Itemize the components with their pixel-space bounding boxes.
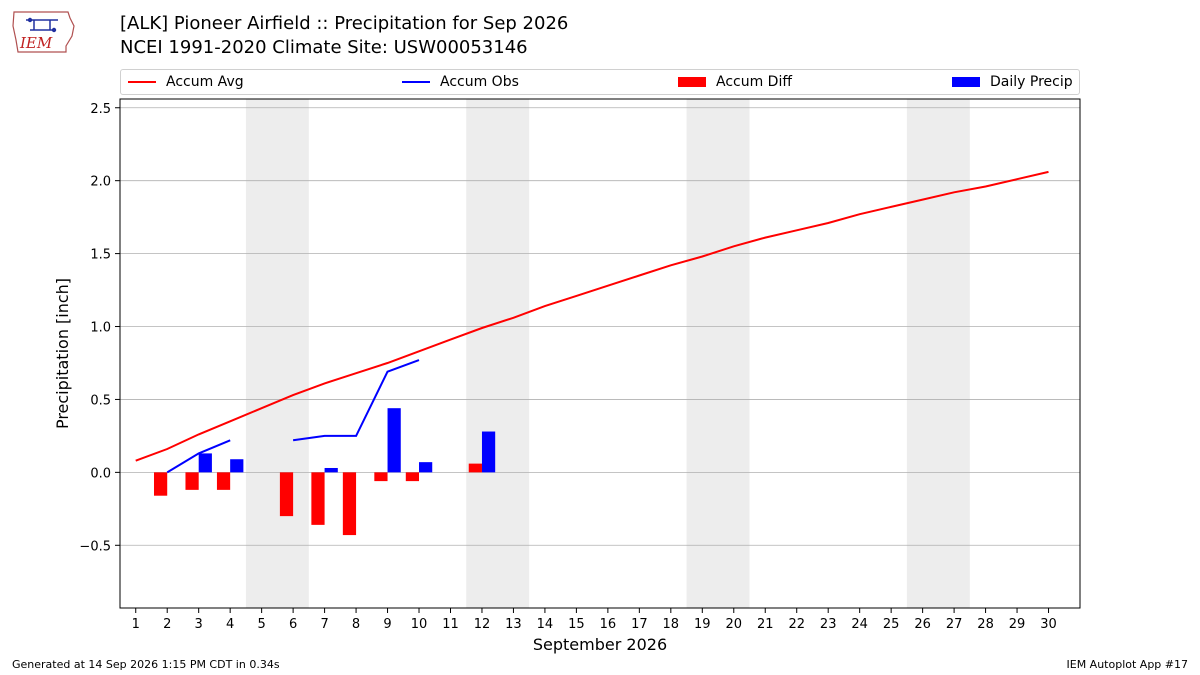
y-tick-label: 2.0 (90, 175, 111, 190)
app-label: IEM Autoplot App #17 (1066, 658, 1189, 671)
x-tick-label: 29 (1009, 617, 1026, 632)
x-tick-label: 28 (977, 617, 994, 632)
accum-diff-bar (279, 472, 294, 517)
x-tick-label: 27 (946, 617, 963, 632)
x-tick-label: 16 (600, 617, 617, 632)
legend-item-accum-diff: Accum Diff (678, 70, 792, 94)
y-tick-label: 0.0 (90, 466, 111, 481)
legend-swatch-accum-avg (128, 81, 156, 83)
legend-label-daily-precip: Daily Precip (990, 74, 1073, 90)
legend-swatch-daily-precip (952, 77, 980, 87)
x-tick-label: 18 (663, 617, 680, 632)
weekend-shade (245, 99, 309, 608)
iem-logo: IEM (10, 6, 78, 58)
x-tick-label: 12 (474, 617, 491, 632)
x-tick-label: 4 (226, 617, 234, 632)
daily-precip-bar (324, 467, 338, 473)
accum-diff-bar (342, 472, 357, 536)
x-tick-label: 15 (568, 617, 585, 632)
y-tick-label: 2.5 (90, 102, 111, 117)
accum-diff-bar (185, 472, 199, 490)
legend-swatch-accum-obs (402, 81, 430, 83)
svg-text:IEM: IEM (19, 34, 53, 52)
x-tick-label: 14 (537, 617, 554, 632)
x-tick-label: 19 (694, 617, 711, 632)
y-tick-label: −0.5 (79, 539, 111, 554)
legend-label-accum-avg: Accum Avg (166, 74, 244, 90)
daily-precip-bar (419, 462, 433, 473)
x-tick-label: 23 (820, 617, 837, 632)
daily-precip-bar (387, 408, 401, 473)
legend-item-accum-avg: Accum Avg (128, 70, 244, 94)
accum-diff-bar (311, 472, 325, 525)
y-tick-label: 0.5 (90, 393, 111, 408)
weekend-shade (686, 99, 750, 608)
y-tick-label: 1.5 (90, 248, 111, 263)
x-tick-label: 9 (383, 617, 391, 632)
legend: Accum Avg Accum Obs Accum Diff Daily Pre… (120, 69, 1080, 95)
chart-subtitle: NCEI 1991-2020 Climate Site: USW00053146 (120, 37, 528, 58)
x-tick-label: 7 (320, 617, 328, 632)
x-tick-label: 25 (883, 617, 900, 632)
x-tick-label: 11 (442, 617, 459, 632)
x-tick-label: 6 (289, 617, 297, 632)
legend-label-accum-diff: Accum Diff (716, 74, 793, 90)
x-tick-label: 30 (1040, 617, 1057, 632)
legend-swatch-accum-diff (678, 77, 706, 87)
x-tick-label: 17 (631, 617, 648, 632)
x-tick-label: 8 (352, 617, 360, 632)
y-tick-label: 1.0 (90, 321, 111, 336)
weekend-shade (466, 99, 530, 608)
daily-precip-bar (481, 431, 496, 473)
x-tick-label: 21 (757, 617, 774, 632)
x-tick-label: 5 (257, 617, 265, 632)
accum-diff-bar (405, 472, 420, 482)
daily-precip-bar (198, 453, 212, 473)
y-axis-label: Precipitation [inch] (53, 278, 72, 429)
chart-title: [ALK] Pioneer Airfield :: Precipitation … (120, 13, 569, 34)
x-tick-label: 1 (132, 617, 140, 632)
weekend-shade (906, 99, 970, 608)
daily-precip-bar (230, 459, 244, 473)
accum-obs-line (166, 439, 231, 474)
x-tick-label: 26 (914, 617, 931, 632)
legend-item-daily-precip: Daily Precip (952, 70, 1073, 94)
legend-item-accum-obs: Accum Obs (402, 70, 519, 94)
x-tick-label: 20 (725, 617, 742, 632)
accum-diff-bar (216, 472, 231, 490)
accum-diff-bar (374, 472, 388, 482)
x-tick-label: 13 (505, 617, 522, 632)
x-tick-label: 22 (788, 617, 805, 632)
x-tick-label: 10 (411, 617, 428, 632)
x-axis-label: September 2026 (533, 635, 667, 654)
x-tick-label: 24 (851, 617, 868, 632)
plot-frame (119, 98, 1081, 609)
accum-obs-line (292, 359, 420, 442)
accum-diff-bar (468, 463, 482, 473)
accum-diff-bar (153, 472, 168, 496)
x-tick-label: 3 (195, 617, 203, 632)
accum-avg-line (135, 170, 1049, 462)
legend-label-accum-obs: Accum Obs (440, 74, 519, 90)
x-tick-label: 2 (163, 617, 171, 632)
generated-timestamp: Generated at 14 Sep 2026 1:15 PM CDT in … (12, 658, 280, 671)
